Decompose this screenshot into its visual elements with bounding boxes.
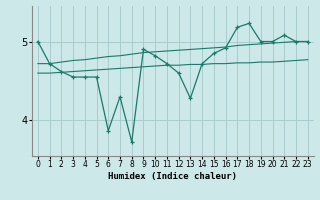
X-axis label: Humidex (Indice chaleur): Humidex (Indice chaleur) bbox=[108, 172, 237, 181]
